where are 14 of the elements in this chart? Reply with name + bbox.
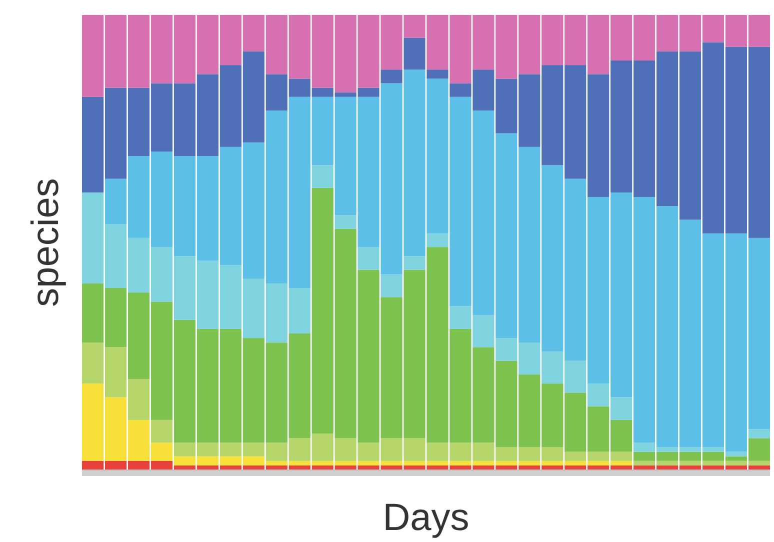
y-axis-title: species [25,178,67,307]
bar [334,215,356,229]
bar [312,165,334,188]
bar [380,70,402,84]
bar [150,420,173,443]
bar [380,274,402,298]
bar [358,247,380,270]
bar [404,256,426,270]
bar [748,429,770,438]
bar [725,452,748,456]
x-axis-title: Days [382,497,470,539]
bar [426,233,448,248]
bar [426,70,448,79]
bar [404,38,426,70]
